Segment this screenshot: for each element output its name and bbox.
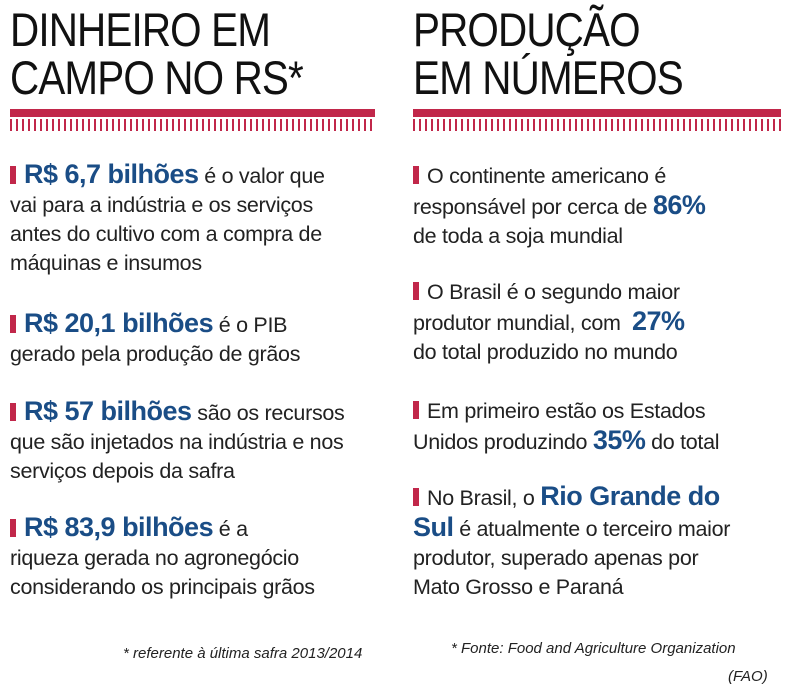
item-text: é atualmente o terceiro maior [453,517,731,541]
bullet-marker [10,519,16,537]
left-divider-bar [10,109,375,117]
right-item-2: O Brasil é o segundo maior produtor mund… [413,278,790,367]
item-text: Em primeiro estão os Estados [427,399,706,423]
item-text: responsável por cerca de [413,195,653,219]
item-text: é a [213,517,248,541]
item-text: do total [645,430,720,454]
bullet-marker [10,166,16,184]
item-text: considerando os principais grãos [10,575,315,599]
item-highlight: Rio Grande do [540,481,720,511]
right-item-4: No Brasil, o Rio Grande do Sul é atualme… [413,482,790,602]
left-headline: DINHEIRO EM CAMPO NO RS* [10,3,304,104]
bullet-marker [10,403,16,421]
bullet-marker [413,401,419,419]
item-text: antes do cultivo com a compra de [10,222,322,246]
right-divider-ticks [413,119,781,131]
item-text: que são injetados na indústria e nos [10,430,344,454]
left-item-1: R$ 6,7 bilhões é o valor que vai para a … [10,160,390,278]
left-item-2: R$ 20,1 bilhões é o PIB gerado pela prod… [10,309,390,369]
item-highlight: Sul [413,512,454,542]
item-text: é o PIB [213,313,288,337]
right-headline-line1: PRODUÇÃO [413,3,641,56]
item-text: serviços depois da safra [10,459,235,483]
left-divider-ticks [10,119,375,131]
right-headline: PRODUÇÃO EM NÚMEROS [413,3,684,104]
right-divider-bar [413,109,781,117]
left-item-3: R$ 57 bilhões são os recursos que são in… [10,397,390,486]
item-text: O continente americano é [427,164,667,188]
right-footnote-line1: * Fonte: Food and Agriculture Organizati… [451,640,736,657]
item-highlight: R$ 83,9 bilhões [24,512,214,542]
right-footnote-line2: (FAO) [728,668,768,685]
item-text: Unidos produzindo [413,430,593,454]
item-highlight: 35% [592,425,646,455]
item-text: riqueza gerada no agronegócio [10,546,299,570]
bullet-marker [10,315,16,333]
bullet-marker [413,282,419,300]
item-text: produtor, superado apenas por [413,546,699,570]
item-highlight: R$ 6,7 bilhões [24,159,199,189]
left-headline-line2: CAMPO NO RS* [10,51,304,104]
item-text: Mato Grosso e Paraná [413,575,624,599]
item-highlight: 86% [652,190,706,220]
item-text: máquinas e insumos [10,251,202,275]
item-text: do total produzido no mundo [413,340,678,364]
item-highlight: R$ 57 bilhões [24,396,192,426]
item-text: de toda a soja mundial [413,224,623,248]
left-item-4: R$ 83,9 bilhões é a riqueza gerada no ag… [10,513,390,602]
item-text: No Brasil, o [427,486,541,510]
right-headline-line2: EM NÚMEROS [413,51,684,104]
item-text: gerado pela produção de grãos [10,342,301,366]
left-headline-line1: DINHEIRO EM [10,3,271,56]
right-item-3: Em primeiro estão os Estados Unidos prod… [413,397,790,457]
item-highlight: 27% [631,306,685,336]
item-text: produtor mundial, com [413,311,632,335]
item-text: são os recursos [191,401,345,425]
item-text: é o valor que [198,164,325,188]
right-item-1: O continente americano é responsável por… [413,162,790,251]
left-footnote: * referente à última safra 2013/2014 [123,645,363,662]
item-text: vai para a indústria e os serviços [10,193,313,217]
bullet-marker [413,166,419,184]
bullet-marker [413,488,419,506]
item-highlight: R$ 20,1 bilhões [24,308,214,338]
item-text: O Brasil é o segundo maior [427,280,680,304]
